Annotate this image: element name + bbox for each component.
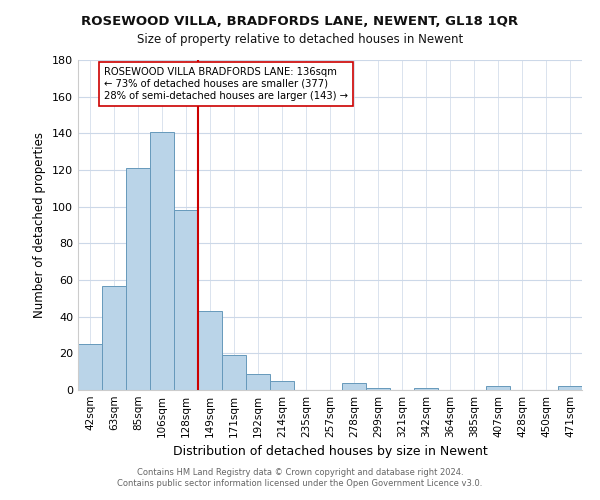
Text: Size of property relative to detached houses in Newent: Size of property relative to detached ho…: [137, 32, 463, 46]
Bar: [150, 132, 174, 390]
Text: ROSEWOOD VILLA, BRADFORDS LANE, NEWENT, GL18 1QR: ROSEWOOD VILLA, BRADFORDS LANE, NEWENT, …: [82, 15, 518, 28]
Bar: [198, 311, 222, 390]
Bar: [246, 374, 270, 390]
Bar: [102, 286, 126, 390]
Text: Contains HM Land Registry data © Crown copyright and database right 2024.
Contai: Contains HM Land Registry data © Crown c…: [118, 468, 482, 487]
Bar: [558, 386, 582, 390]
Bar: [414, 388, 438, 390]
Bar: [342, 382, 366, 390]
Bar: [174, 210, 198, 390]
Text: ROSEWOOD VILLA BRADFORDS LANE: 136sqm
← 73% of detached houses are smaller (377): ROSEWOOD VILLA BRADFORDS LANE: 136sqm ← …: [104, 68, 349, 100]
Bar: [126, 168, 150, 390]
Bar: [222, 355, 246, 390]
Bar: [78, 344, 102, 390]
Bar: [270, 381, 294, 390]
Y-axis label: Number of detached properties: Number of detached properties: [34, 132, 46, 318]
X-axis label: Distribution of detached houses by size in Newent: Distribution of detached houses by size …: [173, 446, 487, 458]
Bar: [486, 386, 510, 390]
Bar: [366, 388, 390, 390]
